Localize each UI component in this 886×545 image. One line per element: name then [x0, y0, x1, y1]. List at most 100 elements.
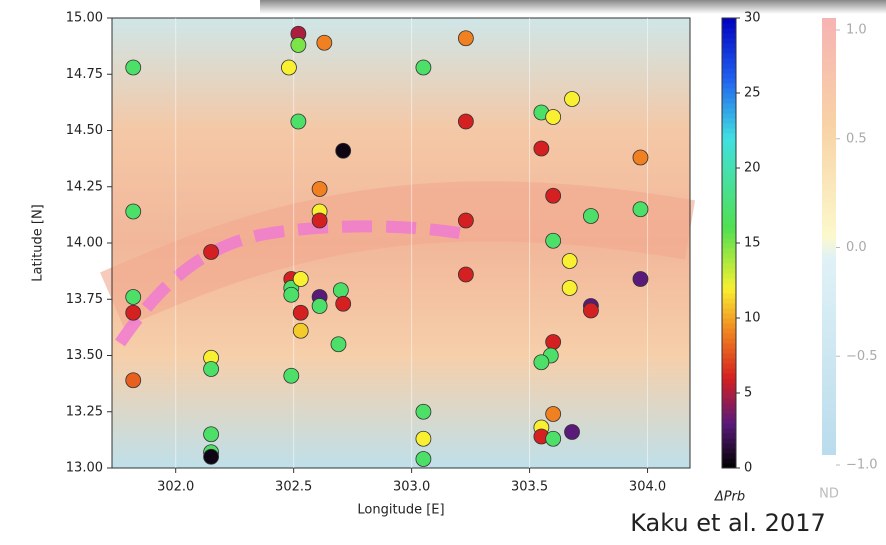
colorbar-segment [722, 308, 736, 314]
x-tick-label: 302.0 [157, 480, 194, 495]
y-axis-label: Latitude [N] [31, 204, 46, 282]
colorbar-segment [722, 298, 736, 304]
colorbar-tick-label: 15 [744, 236, 761, 251]
colorbar-segment [722, 123, 736, 129]
y-tick-label: 13.50 [66, 348, 103, 363]
bg-colorbar-tick-label: −1.0 [846, 458, 878, 473]
colorbar-segment [722, 133, 736, 139]
data-point [126, 290, 141, 305]
colorbar-segment [722, 193, 736, 199]
colorbar-segment [722, 268, 736, 274]
colorbar-segment [722, 288, 736, 294]
colorbar-segment [722, 43, 736, 49]
colorbar-segment [722, 173, 736, 179]
y-tick-label: 14.50 [66, 123, 103, 138]
data-point [317, 35, 332, 50]
colorbar-segment [722, 423, 736, 429]
shadow [260, 0, 886, 14]
colorbar-segment [722, 223, 736, 229]
data-point [534, 141, 549, 156]
colorbar-segment [722, 393, 736, 399]
data-point [546, 188, 561, 203]
colorbar-segment [722, 408, 736, 414]
colorbar-segment [722, 208, 736, 214]
colorbar-segment [722, 358, 736, 364]
data-point [546, 335, 561, 350]
colorbar-segment [722, 53, 736, 59]
colorbar-segment [722, 428, 736, 434]
bg-colorbar-tick-label: 1.0 [846, 23, 867, 38]
data-point [204, 449, 219, 464]
colorbar-segment [722, 368, 736, 374]
data-point [331, 337, 346, 352]
colorbar-segment [722, 273, 736, 279]
colorbar-segment [722, 253, 736, 259]
colorbar-segment [722, 118, 736, 124]
data-point [416, 431, 431, 446]
data-point [312, 299, 327, 314]
colorbar-segment [722, 158, 736, 164]
colorbar-segment [722, 98, 736, 104]
nd-label: ND [819, 487, 839, 502]
colorbar-segment [722, 113, 736, 119]
data-point [291, 38, 306, 53]
colorbar-segment [722, 88, 736, 94]
colorbar-segment [722, 153, 736, 159]
colorbar-segment [722, 313, 736, 319]
colorbar-tick-label: 25 [744, 86, 761, 101]
colorbar-segment [722, 93, 736, 99]
colorbar-segment [722, 18, 736, 24]
colorbar-segment [722, 378, 736, 384]
colorbar-segment [722, 68, 736, 74]
colorbar-segment [722, 243, 736, 249]
data-point [534, 355, 549, 370]
data-point [416, 452, 431, 467]
colorbar-segment [722, 353, 736, 359]
colorbar-tick-label: 10 [744, 311, 761, 326]
colorbar-segment [722, 188, 736, 194]
x-axis-label: Longitude [E] [357, 503, 444, 518]
colorbar-segment [722, 433, 736, 439]
background-colorbar [822, 18, 836, 455]
colorbar-segment [722, 198, 736, 204]
data-point [126, 60, 141, 75]
colorbar-segment [722, 48, 736, 54]
data-point [126, 204, 141, 219]
data-point [546, 233, 561, 248]
colorbar-tick-label: 30 [744, 11, 761, 26]
data-point [291, 114, 306, 129]
x-tick-label: 304.0 [629, 480, 666, 495]
data-point [204, 245, 219, 260]
data-point [126, 305, 141, 320]
x-tick-label: 303.5 [511, 480, 548, 495]
data-point [281, 60, 296, 75]
colorbar-segment [722, 448, 736, 454]
y-tick-label: 15.00 [66, 11, 103, 26]
data-point [336, 143, 351, 158]
data-point [126, 373, 141, 388]
data-point [458, 31, 473, 46]
colorbar-tick-label: 20 [744, 161, 761, 176]
colorbar-segment [722, 233, 736, 239]
annotation: Kaku et al. 2017 [630, 509, 826, 537]
data-point [458, 114, 473, 129]
colorbar-segment [722, 238, 736, 244]
colorbar-segment [722, 458, 736, 464]
chart: Longitude [E] Latitude [N] ΔPrb ND Kaku … [0, 0, 886, 541]
y-tick-label: 14.25 [66, 179, 103, 194]
colorbar-segment [722, 28, 736, 34]
y-tick-label: 14.75 [66, 67, 103, 82]
colorbar-segment [722, 413, 736, 419]
colorbar-segment [722, 438, 736, 444]
colorbar-segment [722, 348, 736, 354]
y-tick-label: 14.00 [66, 236, 103, 251]
data-point [546, 407, 561, 422]
colorbar-segment [722, 148, 736, 154]
data-point [583, 303, 598, 318]
colorbar-segment [722, 128, 736, 134]
colorbar-segment [722, 163, 736, 169]
data-point [312, 213, 327, 228]
data-point [583, 209, 598, 224]
colorbar-segment [722, 303, 736, 309]
data-point [204, 427, 219, 442]
